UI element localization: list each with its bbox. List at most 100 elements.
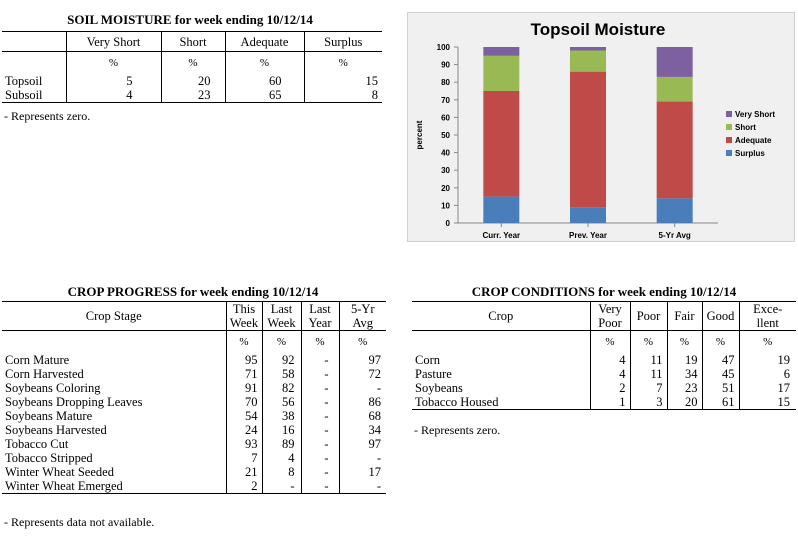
- table-cell: 23: [667, 381, 703, 395]
- bar-segment-very-short: [483, 47, 520, 56]
- y-tick-label: 30: [441, 166, 450, 175]
- table-cell: 24: [226, 423, 263, 437]
- table-row: Winter Wheat Seeded 21 8- 17: [2, 465, 386, 479]
- table-cell: -: [376, 451, 381, 465]
- table-row: Soybeans 2 7 23 51 17: [412, 381, 796, 395]
- conditions-header-very-poor-2: Poor: [590, 316, 631, 331]
- row-label: Soybeans Harvested: [2, 423, 227, 437]
- progress-unit: %: [301, 330, 340, 353]
- legend-swatch: [726, 137, 732, 143]
- bar-segment-very-short: [656, 47, 693, 77]
- table-row: Winter Wheat Emerged 2- - -: [2, 479, 386, 494]
- bar-segment-short: [570, 50, 606, 72]
- table-row: Tobacco Cut 93 89- 97: [2, 437, 386, 451]
- soil-cell: 20: [161, 74, 226, 88]
- bar-segment-surplus: [656, 198, 693, 223]
- table-cell: -: [301, 451, 340, 465]
- legend-swatch: [726, 111, 732, 117]
- legend-label: Very Short: [735, 110, 775, 119]
- table-cell: 2: [226, 479, 263, 494]
- table-cell: 17: [777, 381, 791, 395]
- table-row: Subsoil 4 23 65 8: [2, 88, 382, 103]
- table-cell: -: [301, 367, 340, 381]
- table-row: Corn Mature 95 92- 97: [2, 353, 386, 367]
- table-row: Soybeans Harvested 24 16- 34: [2, 423, 386, 437]
- topsoil-moisture-chart: Topsoil Moisture 0 10 20 30 40 50 60 70 80 90 100 pe…: [407, 12, 795, 242]
- crop-conditions-table: Crop Very Poor Fair Good Exce- Poor llen…: [412, 301, 796, 410]
- table-cell: -: [301, 353, 340, 367]
- table-cell: 92: [262, 353, 302, 367]
- row-label: Corn Mature: [2, 353, 227, 367]
- table-cell: -: [376, 381, 381, 395]
- progress-header-5yr-avg-2: Avg: [339, 316, 386, 331]
- legend-label: Surplus: [735, 149, 765, 158]
- table-cell: 82: [262, 381, 302, 395]
- bar-segment-adequate: [656, 101, 693, 199]
- bar-segment-very-short: [570, 47, 606, 51]
- soil-moisture-title: SOIL MOISTURE for week ending 10/12/14: [67, 12, 313, 27]
- y-axis-label: percent: [415, 120, 424, 149]
- table-cell: 15: [739, 395, 796, 410]
- bar-segment-short: [483, 55, 520, 91]
- table-cell: 17: [368, 465, 382, 479]
- progress-header-this-week: This: [226, 301, 263, 316]
- soil-header-short: Short: [161, 31, 226, 52]
- table-cell: 6: [783, 367, 790, 381]
- bar-segment-surplus: [483, 196, 520, 223]
- table-cell: 3: [630, 395, 668, 410]
- soil-cell: 65: [225, 88, 305, 103]
- table-cell: 61: [702, 395, 740, 410]
- soil-unit: %: [66, 51, 162, 74]
- table-cell: 72: [368, 367, 382, 381]
- table-cell: 8: [262, 465, 302, 479]
- table-cell: 19: [777, 353, 791, 367]
- table-cell: 91: [226, 381, 263, 395]
- table-cell: 95: [226, 353, 263, 367]
- soil-cell: 5: [66, 74, 162, 88]
- table-cell: 51: [702, 381, 740, 395]
- soil-moisture-table: Very Short Short Adequate Surplus % % % …: [2, 31, 382, 103]
- table-cell: -: [301, 395, 340, 409]
- table-row: Soybeans Dropping Leaves 70 56- 86: [2, 395, 386, 409]
- soil-cell: 4: [66, 88, 162, 103]
- row-label: Soybeans Coloring: [2, 381, 227, 395]
- table-cell: 19: [667, 353, 703, 367]
- row-label: Tobacco Cut: [2, 437, 227, 451]
- conditions-header-very-poor: Very: [590, 301, 631, 316]
- legend-swatch: [726, 150, 732, 156]
- table-cell: 54: [226, 409, 263, 423]
- table-row: Soybeans Mature 54 38- 68: [2, 409, 386, 423]
- soil-row-label: Subsoil: [2, 88, 67, 103]
- row-label: Corn: [412, 353, 591, 367]
- table-cell: -: [339, 479, 386, 494]
- table-cell: 38: [262, 409, 302, 423]
- row-label: Soybeans Dropping Leaves: [2, 395, 227, 409]
- table-row: Tobacco Stripped 7 4- -: [2, 451, 386, 465]
- row-label: Soybeans Mature: [2, 409, 227, 423]
- soil-cell: 8: [304, 88, 382, 103]
- table-row: Soybeans Coloring 91 82- -: [2, 381, 386, 395]
- x-tick-label: Prev. Year: [569, 231, 607, 240]
- soil-moisture-note: - Represents zero.: [4, 109, 91, 123]
- soil-unit: %: [161, 51, 226, 74]
- table-cell: 71: [226, 367, 263, 381]
- table-cell: 93: [226, 437, 263, 451]
- table-cell: 70: [226, 395, 263, 409]
- table-cell: 11: [630, 353, 668, 367]
- row-label: Tobacco Stripped: [2, 451, 227, 465]
- table-cell: 97: [368, 353, 382, 367]
- x-tick-label: 5-Yr Avg: [659, 231, 691, 240]
- y-tick-label: 50: [441, 131, 450, 140]
- table-row: Pasture 4 11 34 45 6: [412, 367, 796, 381]
- bar-segment-surplus: [570, 207, 606, 223]
- table-cell: -: [262, 479, 302, 494]
- conditions-unit: %: [763, 336, 773, 348]
- progress-header-last-week-2: Week: [262, 316, 302, 331]
- soil-cell: 60: [225, 74, 305, 88]
- progress-unit: %: [358, 336, 368, 348]
- table-row: Corn Harvested 71 58- 72: [2, 367, 386, 381]
- conditions-unit: %: [667, 330, 703, 353]
- y-tick-label: 100: [437, 43, 451, 52]
- table-cell: 56: [262, 395, 302, 409]
- progress-header-crop-stage: Crop Stage: [2, 301, 227, 331]
